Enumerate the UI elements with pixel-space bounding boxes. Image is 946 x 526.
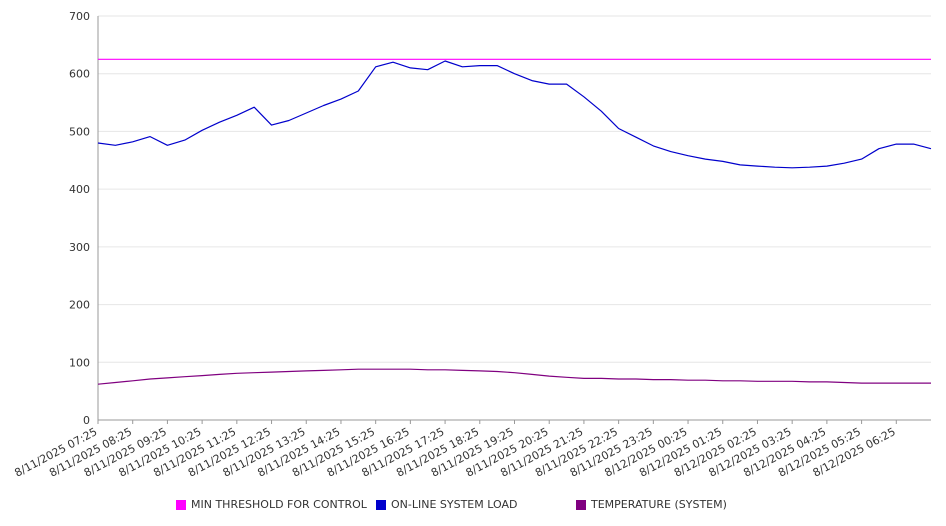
legend-label-min-threshold: MIN THRESHOLD FOR CONTROL (191, 498, 367, 511)
series-line-temperature-system (97, 368, 931, 385)
series-lines (97, 58, 932, 385)
legend-item-min-threshold[interactable]: MIN THRESHOLD FOR CONTROL (176, 498, 367, 511)
axes (97, 16, 931, 424)
legend-swatch-temperature (576, 499, 586, 510)
legend: MIN THRESHOLD FOR CONTROL ON-LINE SYSTEM… (0, 498, 946, 514)
series-line-on-line-system-load (97, 60, 932, 169)
x-tick-labels: 8/11/2025 07:258/11/2025 08:258/11/2025 … (12, 425, 897, 479)
y-tick-label: 300 (69, 241, 90, 254)
legend-label-system-load: ON-LINE SYSTEM LOAD (391, 498, 518, 511)
y-tick-label: 0 (83, 414, 90, 427)
legend-swatch-system-load (376, 499, 386, 510)
gridlines (98, 15, 931, 363)
legend-swatch-min-threshold (176, 499, 186, 510)
y-tick-labels: 0 100 200 300 400 500 600 700 (69, 10, 90, 427)
y-tick-label: 700 (69, 10, 90, 23)
y-tick-label: 500 (69, 125, 90, 138)
y-tick-label: 100 (69, 356, 90, 369)
y-tick-label: 200 (69, 299, 90, 312)
y-tick-label: 400 (69, 183, 90, 196)
y-tick-label: 600 (69, 68, 90, 81)
legend-label-temperature: TEMPERATURE (SYSTEM) (591, 498, 727, 511)
legend-item-temperature[interactable]: TEMPERATURE (SYSTEM) (576, 498, 727, 511)
legend-item-system-load[interactable]: ON-LINE SYSTEM LOAD (376, 498, 517, 511)
